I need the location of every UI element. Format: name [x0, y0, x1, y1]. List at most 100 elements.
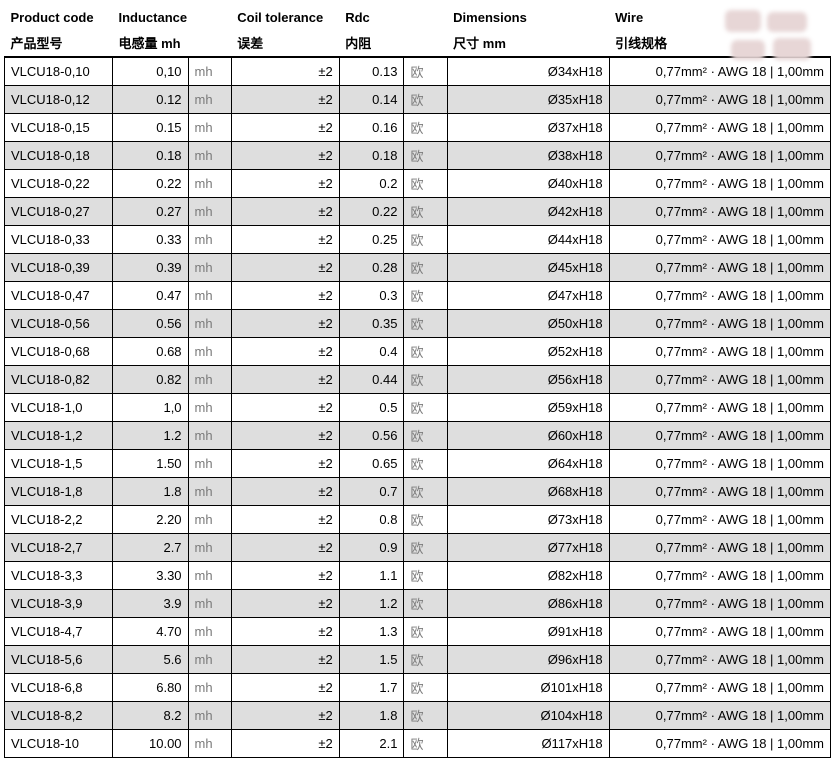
cell-code: VLCU18-2,7 — [5, 534, 113, 562]
cell-tolerance: ±2 — [231, 730, 339, 758]
cell-dimensions: Ø42xH18 — [447, 198, 609, 226]
cell-inductance: 10.00 — [112, 730, 188, 758]
cell-tolerance: ±2 — [231, 618, 339, 646]
table-row: VLCU18-0,680.68mh±20.4欧Ø52xH180,77mm² · … — [5, 338, 831, 366]
cell-rdc-unit: 欧 — [404, 562, 447, 590]
cell-wire: 0,77mm² · AWG 18 | 1,00mm — [609, 394, 830, 422]
cell-inductance-unit: mh — [188, 422, 231, 450]
cell-rdc-unit: 欧 — [404, 450, 447, 478]
table-row: VLCU18-0,390.39mh±20.28欧Ø45xH180,77mm² ·… — [5, 254, 831, 282]
cell-inductance-unit: mh — [188, 674, 231, 702]
cell-inductance-unit: mh — [188, 226, 231, 254]
cell-tolerance: ±2 — [231, 198, 339, 226]
cell-rdc-unit: 欧 — [404, 394, 447, 422]
cell-rdc-unit: 欧 — [404, 422, 447, 450]
cell-inductance-unit: mh — [188, 142, 231, 170]
cell-rdc-unit: 欧 — [404, 254, 447, 282]
cell-dimensions: Ø86xH18 — [447, 590, 609, 618]
col-header-rdcunit-zh — [404, 27, 447, 57]
cell-rdc-unit: 欧 — [404, 478, 447, 506]
cell-rdc: 1.7 — [339, 674, 404, 702]
cell-rdc: 0.8 — [339, 506, 404, 534]
cell-dimensions: Ø38xH18 — [447, 142, 609, 170]
cell-inductance: 3.9 — [112, 590, 188, 618]
col-header-wire-zh: 引线规格 — [609, 27, 830, 57]
cell-inductance: 0.15 — [112, 114, 188, 142]
cell-rdc: 0.44 — [339, 366, 404, 394]
cell-code: VLCU18-0,68 — [5, 338, 113, 366]
cell-code: VLCU18-0,12 — [5, 86, 113, 114]
cell-rdc-unit: 欧 — [404, 57, 447, 86]
cell-dimensions: Ø40xH18 — [447, 170, 609, 198]
cell-dimensions: Ø64xH18 — [447, 450, 609, 478]
col-header-code-zh: 产品型号 — [5, 27, 113, 57]
cell-code: VLCU18-6,8 — [5, 674, 113, 702]
cell-rdc: 1.3 — [339, 618, 404, 646]
cell-rdc: 1.2 — [339, 590, 404, 618]
cell-rdc: 2.1 — [339, 730, 404, 758]
cell-rdc-unit: 欧 — [404, 170, 447, 198]
cell-inductance: 1.50 — [112, 450, 188, 478]
col-header-wire-en: Wire — [609, 4, 830, 27]
cell-code: VLCU18-5,6 — [5, 646, 113, 674]
cell-tolerance: ±2 — [231, 338, 339, 366]
cell-wire: 0,77mm² · AWG 18 | 1,00mm — [609, 646, 830, 674]
cell-inductance-unit: mh — [188, 618, 231, 646]
cell-code: VLCU18-0,39 — [5, 254, 113, 282]
cell-inductance-unit: mh — [188, 86, 231, 114]
cell-inductance-unit: mh — [188, 562, 231, 590]
col-header-dimensions-en: Dimensions — [447, 4, 609, 27]
cell-rdc: 0.65 — [339, 450, 404, 478]
cell-dimensions: Ø35xH18 — [447, 86, 609, 114]
cell-rdc: 0.56 — [339, 422, 404, 450]
spec-table-wrap: Product code Inductance Coil tolerance R… — [4, 4, 831, 758]
cell-inductance: 0.56 — [112, 310, 188, 338]
cell-inductance-unit: mh — [188, 506, 231, 534]
table-row: VLCU18-0,470.47mh±20.3欧Ø47xH180,77mm² · … — [5, 282, 831, 310]
cell-rdc-unit: 欧 — [404, 114, 447, 142]
cell-dimensions: Ø44xH18 — [447, 226, 609, 254]
cell-wire: 0,77mm² · AWG 18 | 1,00mm — [609, 730, 830, 758]
cell-wire: 0,77mm² · AWG 18 | 1,00mm — [609, 254, 830, 282]
cell-rdc-unit: 欧 — [404, 618, 447, 646]
cell-tolerance: ±2 — [231, 478, 339, 506]
cell-rdc: 1.8 — [339, 702, 404, 730]
cell-wire: 0,77mm² · AWG 18 | 1,00mm — [609, 170, 830, 198]
cell-inductance-unit: mh — [188, 310, 231, 338]
cell-code: VLCU18-1,8 — [5, 478, 113, 506]
cell-rdc: 1.1 — [339, 562, 404, 590]
table-row: VLCU18-4,74.70mh±21.3欧Ø91xH180,77mm² · A… — [5, 618, 831, 646]
cell-inductance: 0.33 — [112, 226, 188, 254]
cell-dimensions: Ø117xH18 — [447, 730, 609, 758]
cell-tolerance: ±2 — [231, 674, 339, 702]
cell-code: VLCU18-8,2 — [5, 702, 113, 730]
cell-rdc-unit: 欧 — [404, 86, 447, 114]
cell-code: VLCU18-3,9 — [5, 590, 113, 618]
cell-tolerance: ±2 — [231, 142, 339, 170]
cell-rdc: 0.28 — [339, 254, 404, 282]
cell-rdc-unit: 欧 — [404, 506, 447, 534]
cell-rdc-unit: 欧 — [404, 282, 447, 310]
cell-code: VLCU18-1,0 — [5, 394, 113, 422]
cell-inductance-unit: mh — [188, 646, 231, 674]
cell-dimensions: Ø68xH18 — [447, 478, 609, 506]
col-header-indunit-zh — [188, 27, 231, 57]
cell-inductance: 5.6 — [112, 646, 188, 674]
col-header-tolerance-en: Coil tolerance — [231, 4, 339, 27]
cell-wire: 0,77mm² · AWG 18 | 1,00mm — [609, 114, 830, 142]
cell-code: VLCU18-0,27 — [5, 198, 113, 226]
cell-dimensions: Ø60xH18 — [447, 422, 609, 450]
cell-inductance-unit: mh — [188, 198, 231, 226]
cell-tolerance: ±2 — [231, 226, 339, 254]
cell-tolerance: ±2 — [231, 114, 339, 142]
cell-rdc: 0.22 — [339, 198, 404, 226]
table-row: VLCU18-0,180.18mh±20.18欧Ø38xH180,77mm² ·… — [5, 142, 831, 170]
cell-tolerance: ±2 — [231, 57, 339, 86]
cell-tolerance: ±2 — [231, 254, 339, 282]
table-row: VLCU18-0,820.82mh±20.44欧Ø56xH180,77mm² ·… — [5, 366, 831, 394]
cell-code: VLCU18-0,82 — [5, 366, 113, 394]
cell-wire: 0,77mm² · AWG 18 | 1,00mm — [609, 562, 830, 590]
table-row: VLCU18-1,81.8mh±20.7欧Ø68xH180,77mm² · AW… — [5, 478, 831, 506]
table-row: VLCU18-1010.00mh±22.1欧Ø117xH180,77mm² · … — [5, 730, 831, 758]
cell-wire: 0,77mm² · AWG 18 | 1,00mm — [609, 142, 830, 170]
